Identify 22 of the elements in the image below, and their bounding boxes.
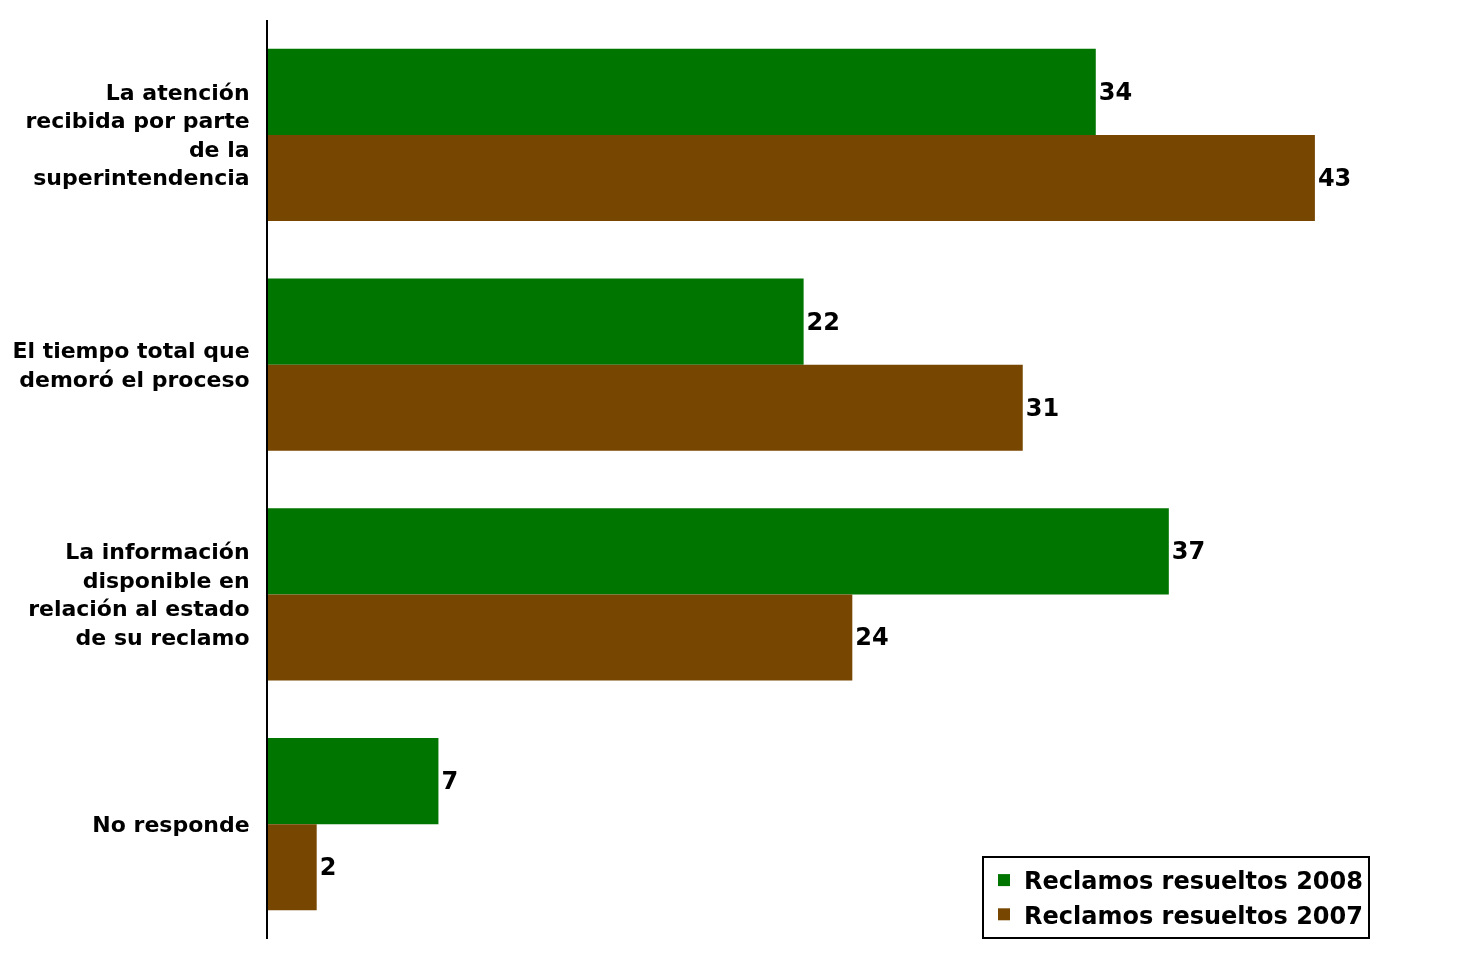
data-label: 24 — [855, 623, 889, 652]
legend-label: Reclamos resueltos 2007 — [1024, 901, 1363, 930]
bar — [268, 278, 804, 365]
data-label: 2 — [319, 853, 337, 882]
bar — [268, 594, 853, 681]
data-label: 37 — [1171, 537, 1206, 566]
bar — [268, 48, 1096, 135]
bar — [268, 737, 439, 825]
y-tick-label: No responde — [92, 811, 250, 837]
data-label: 34 — [1098, 77, 1133, 106]
y-tick-label: La atención recibida por parte de la superintendencia — [25, 79, 250, 191]
bar — [268, 364, 1023, 451]
legend-label: Reclamos resueltos 2008 — [1024, 867, 1363, 896]
bar — [268, 134, 1315, 222]
y-tick-label: El tiempo total que demoró el proceso — [12, 338, 250, 392]
data-label: 31 — [1025, 393, 1060, 422]
bar — [268, 824, 317, 911]
data-label: 7 — [441, 767, 459, 796]
bar — [268, 508, 1169, 595]
data-label: 22 — [806, 307, 841, 336]
y-tick-label: La información disponible en relación al estado de su reclamo — [28, 539, 250, 650]
data-label: 43 — [1317, 163, 1352, 192]
